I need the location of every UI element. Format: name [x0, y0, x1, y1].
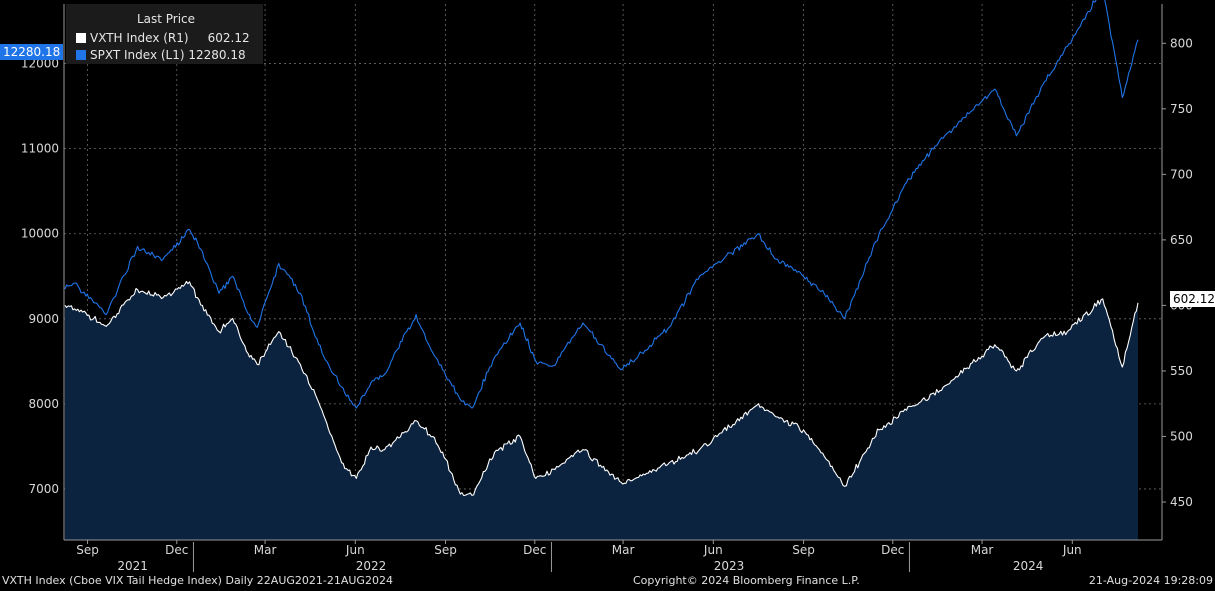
x-axis-year-label: 2022 [356, 559, 387, 573]
series-line-vxth [64, 280, 1139, 496]
right-axis-tick-label: 450 [1170, 495, 1193, 509]
x-axis-month-label: Sep [434, 543, 457, 557]
x-axis-year-label: 2024 [1013, 559, 1044, 573]
chart-series-lines [64, 0, 1139, 496]
right-axis-tick-label: 700 [1170, 167, 1193, 181]
left-axis-tick-label: 7000 [28, 482, 59, 496]
x-axis-month-label: Sep [792, 543, 815, 557]
right-axis-tick-label: 550 [1170, 364, 1193, 378]
x-axis-month-label: Mar [612, 543, 635, 557]
x-axis-month-label: Jun [345, 543, 365, 557]
x-axis-month-label: Jun [1062, 543, 1082, 557]
chart-tick-labels: 7000800090001000011000120004505005506006… [21, 36, 1193, 573]
left-axis-tick-label: 9000 [28, 312, 59, 326]
x-axis-month-label: Jun [703, 543, 723, 557]
footer-left: VXTH Index (Cboe VIX Tail Hedge Index) D… [2, 574, 393, 587]
right-axis-tick-label: 800 [1170, 36, 1193, 50]
legend-swatch-spxt [76, 50, 86, 60]
x-axis-year-label: 2023 [714, 559, 745, 573]
right-axis-tick-label: 750 [1170, 102, 1193, 116]
left-axis-tick-label: 11000 [21, 142, 59, 156]
legend-entry-vxth: VXTH Index (R1) 602.12 [76, 31, 250, 45]
last-price-tag-left: 12280.18 [0, 44, 64, 60]
legend: Last Price VXTH Index (R1) 602.12 SPXT I… [66, 4, 263, 64]
right-axis-tick-label: 500 [1170, 429, 1193, 443]
legend-title: Last Price [136, 12, 196, 26]
x-axis-year-label: 2021 [117, 559, 148, 573]
last-price-tag-right: 602.12 [1170, 291, 1215, 307]
left-axis-tick-label: 10000 [21, 227, 59, 241]
left-axis-tick-label: 12000 [21, 57, 59, 71]
x-axis-month-label: Dec [881, 543, 904, 557]
legend-value-vxth: 602.12 [207, 31, 250, 45]
legend-swatch-vxth [76, 33, 86, 43]
x-axis-month-label: Mar [971, 543, 994, 557]
legend-value-spxt: 12280.18 [188, 48, 246, 62]
series-area-vxth [65, 281, 1138, 540]
x-axis-month-label: Dec [523, 543, 546, 557]
left-axis-tick-label: 8000 [28, 397, 59, 411]
legend-label-spxt: SPXT Index (L1) [90, 48, 185, 62]
right-axis-tick-label: 650 [1170, 233, 1193, 247]
chart-axes [63, 4, 1166, 572]
legend-entry-spxt: SPXT Index (L1) 12280.18 [76, 48, 246, 62]
x-axis-month-label: Dec [165, 543, 188, 557]
legend-label-vxth: VXTH Index (R1) [90, 31, 189, 45]
x-axis-month-label: Sep [76, 543, 99, 557]
chart-area-fills [65, 281, 1138, 540]
footer-timestamp: 21-Aug-2024 19:28:09 [1088, 574, 1213, 587]
footer-copyright: Copyright© 2024 Bloomberg Finance L.P. [633, 574, 860, 587]
x-axis-month-label: Mar [254, 543, 277, 557]
series-line-spxt [64, 0, 1139, 409]
